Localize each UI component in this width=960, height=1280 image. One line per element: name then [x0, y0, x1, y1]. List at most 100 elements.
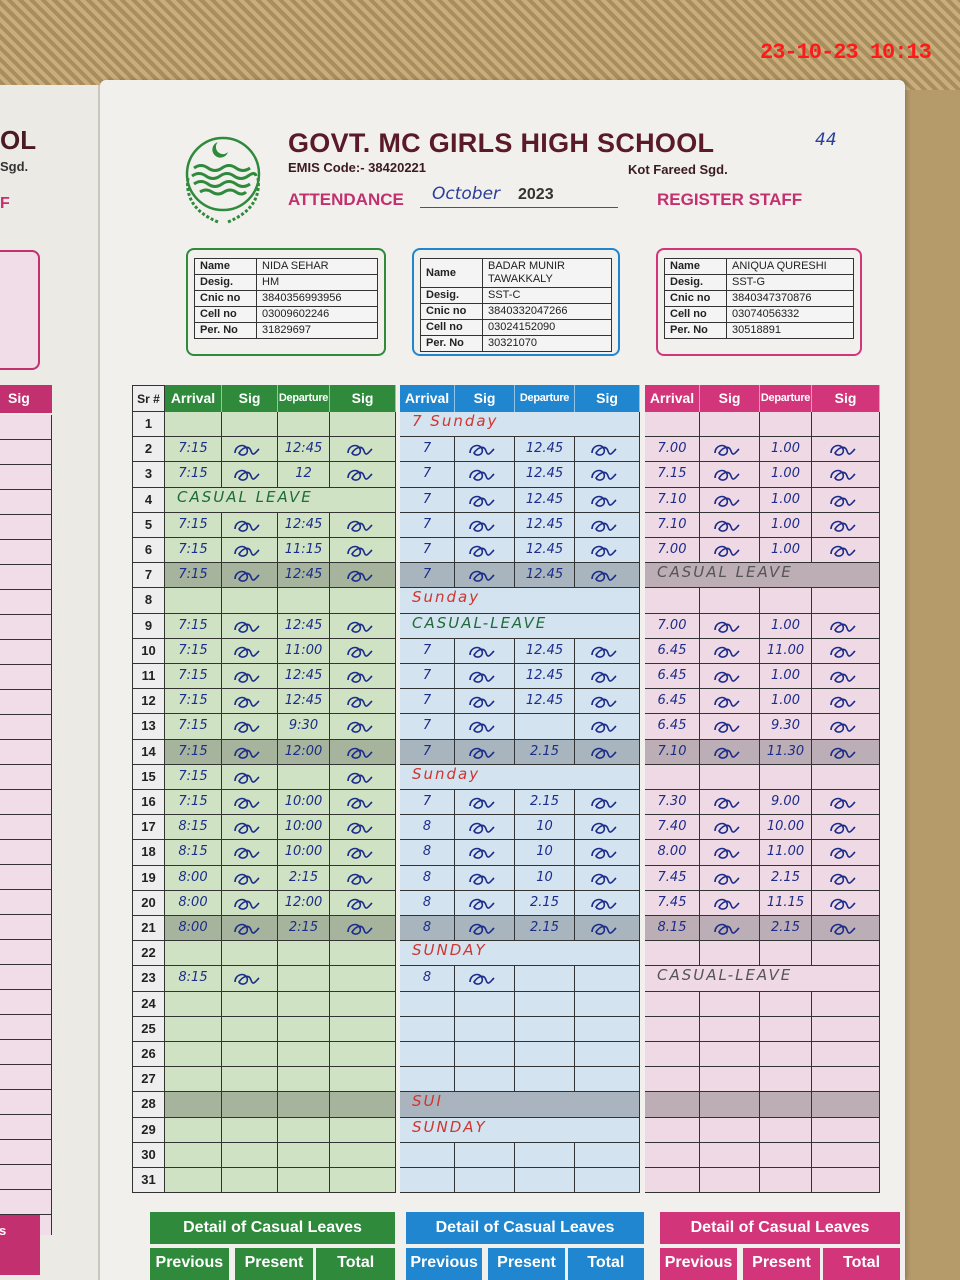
signature-cell — [222, 437, 278, 463]
signature-cell — [330, 664, 396, 690]
departure-time: 12:00 — [278, 739, 330, 765]
sr-number: 26 — [132, 1042, 165, 1068]
signature-cell — [812, 790, 880, 816]
signature-icon — [233, 873, 260, 885]
signature-cell — [330, 916, 396, 942]
departure-time — [760, 1117, 812, 1143]
signature-cell — [222, 916, 278, 942]
departure-time: 10 — [515, 865, 575, 891]
sr-number: 22 — [132, 941, 165, 967]
signature-icon — [346, 797, 373, 809]
signature-icon — [233, 621, 260, 633]
sr-number: 19 — [132, 865, 165, 891]
signature-cell — [700, 1016, 760, 1042]
school-title: GOVT. MC GIRLS HIGH SCHOOL — [288, 128, 715, 158]
staff-info-row: Per. No 30321070 — [420, 335, 612, 352]
signature-cell — [812, 512, 880, 538]
signature-icon — [468, 520, 495, 532]
signature-icon — [233, 747, 260, 759]
signature-icon — [591, 520, 617, 532]
leave-note: Sunday — [400, 764, 640, 790]
arrival-time — [165, 1117, 222, 1143]
arrival-time: 8:15 — [165, 966, 222, 992]
signature-cell — [222, 991, 278, 1017]
signature-cell — [222, 1042, 278, 1068]
signature-cell — [700, 588, 760, 614]
casual-leaves-total: Total — [567, 1248, 644, 1280]
signature-cell — [700, 689, 760, 715]
staff-info-row: Desig. SST-C — [420, 287, 612, 304]
column-header-arrival: Arrival — [645, 385, 700, 412]
signature-cell — [330, 840, 396, 866]
departure-time — [278, 588, 330, 614]
signature-icon — [233, 923, 260, 935]
departure-time: 12:45 — [278, 664, 330, 690]
departure-time: 1.00 — [760, 487, 812, 513]
signature-icon — [346, 898, 373, 910]
signature-icon — [591, 797, 617, 809]
departure-time: 2.15 — [515, 790, 575, 816]
sr-number: 29 — [132, 1117, 165, 1143]
casual-leaves-present: Present — [234, 1248, 314, 1280]
signature-icon — [468, 747, 495, 759]
signature-cell — [812, 487, 880, 513]
signature-icon — [591, 722, 617, 734]
signature-icon — [829, 621, 856, 633]
signature-icon — [468, 570, 495, 583]
attendance-label: ATTENDANCE — [288, 190, 404, 209]
signature-cell — [222, 815, 278, 841]
departure-time — [760, 1168, 812, 1194]
departure-time: 12:00 — [278, 890, 330, 916]
signature-cell — [330, 941, 396, 967]
signature-cell — [575, 664, 640, 690]
arrival-time: 7 — [400, 437, 455, 463]
departure-time — [278, 1117, 330, 1143]
signature-cell — [575, 689, 640, 715]
staff-card: Name BADAR MUNIR TAWAKKALY Desig. SST-C Cnic… — [412, 248, 620, 356]
sr-number: 8 — [132, 588, 165, 614]
arrival-time: 7.40 — [645, 815, 700, 841]
departure-time: 9.30 — [760, 714, 812, 740]
background-mat — [0, 0, 960, 90]
signature-cell — [575, 1142, 640, 1168]
departure-time: 9.00 — [760, 790, 812, 816]
arrival-time — [645, 412, 700, 438]
signature-cell — [222, 538, 278, 564]
signature-cell — [455, 890, 515, 916]
departure-time: 2.15 — [760, 865, 812, 891]
arrival-time: 7.45 — [645, 890, 700, 916]
arrival-time: 7 — [400, 512, 455, 538]
departure-time — [515, 991, 575, 1017]
departure-time: 1.00 — [760, 689, 812, 715]
signature-cell — [575, 916, 640, 942]
signature-icon — [713, 722, 740, 734]
staff-info-table: Name BADAR MUNIR TAWAKKALY Desig. SST-C Cnic… — [420, 258, 612, 352]
signature-cell — [330, 462, 396, 488]
staff-info-row: Desig. SST-G — [664, 274, 854, 291]
sr-number: 6 — [132, 538, 165, 564]
signature-icon — [346, 873, 373, 885]
signature-cell — [812, 1067, 880, 1093]
arrival-time: 7.00 — [645, 538, 700, 564]
signature-cell — [455, 739, 515, 765]
signature-cell — [455, 714, 515, 740]
signature-cell — [812, 714, 880, 740]
signature-cell — [455, 815, 515, 841]
arrival-time: 7:15 — [165, 512, 222, 538]
signature-icon — [468, 470, 495, 482]
signature-cell — [222, 638, 278, 664]
signature-icon — [346, 646, 373, 658]
signature-cell — [812, 1142, 880, 1168]
signature-cell — [700, 1168, 760, 1194]
signature-icon — [591, 444, 617, 457]
departure-time — [760, 588, 812, 614]
departure-time: 12.45 — [515, 538, 575, 564]
signature-cell — [330, 538, 396, 564]
departure-time: 2:15 — [278, 916, 330, 942]
signature-cell — [455, 1142, 515, 1168]
arrival-time — [165, 1016, 222, 1042]
arrival-time — [165, 1168, 222, 1194]
arrival-time: 8:00 — [165, 890, 222, 916]
signature-icon — [468, 495, 495, 507]
signature-cell — [330, 764, 396, 790]
